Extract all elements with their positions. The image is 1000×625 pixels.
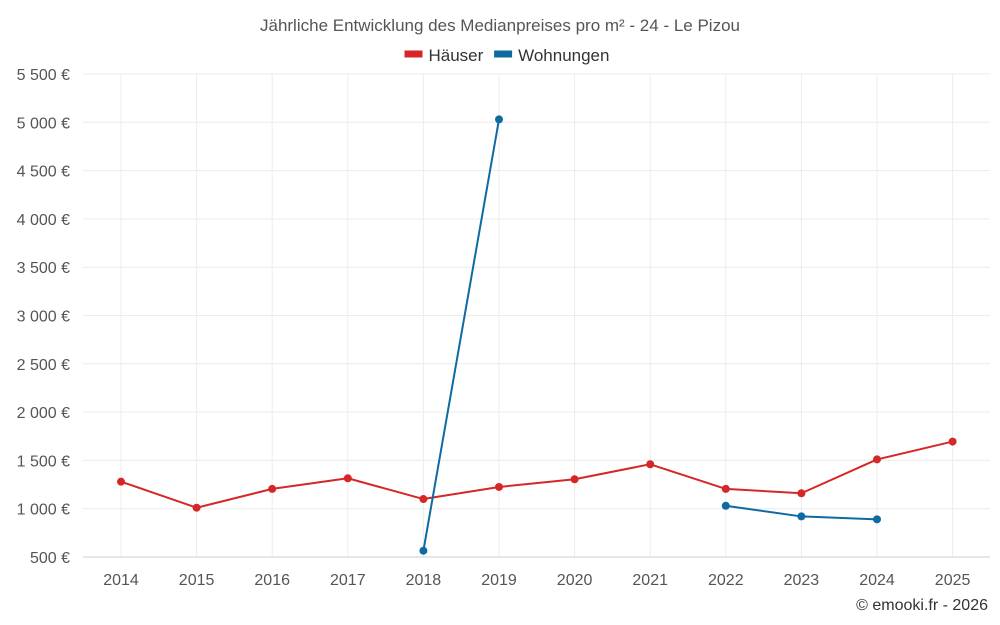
x-tick-label: 2024 bbox=[859, 572, 895, 589]
x-tick-label: 2023 bbox=[784, 572, 820, 589]
chart-title: Jährliche Entwicklung des Medianpreises … bbox=[260, 16, 740, 35]
x-tick-label: 2025 bbox=[935, 572, 971, 589]
y-tick-label: 3 500 € bbox=[17, 260, 70, 277]
y-tick-label: 1 500 € bbox=[17, 453, 70, 470]
y-tick-label: 3 000 € bbox=[17, 309, 70, 326]
series-wohnungen bbox=[419, 115, 881, 555]
x-tick-label: 2015 bbox=[179, 572, 215, 589]
data-point[interactable] bbox=[495, 115, 503, 124]
data-point[interactable] bbox=[797, 512, 806, 521]
data-point[interactable] bbox=[419, 495, 428, 504]
legend-swatch bbox=[404, 50, 423, 58]
y-tick-label: 2 500 € bbox=[17, 357, 70, 374]
grid bbox=[83, 73, 990, 558]
data-point[interactable] bbox=[192, 503, 201, 512]
legend-label: Wohnungen bbox=[518, 46, 609, 65]
y-axis: 500 € 1 000 € 1 500 € 2 000 € 2 500 € 3 000 €… bbox=[17, 67, 70, 567]
x-tick-label: 2021 bbox=[632, 572, 668, 589]
legend-item[interactable]: Wohnungen bbox=[494, 46, 609, 65]
legend-swatch bbox=[494, 50, 513, 58]
x-tick-label: 2019 bbox=[481, 572, 517, 589]
data-point[interactable] bbox=[117, 477, 125, 486]
data-point[interactable] bbox=[419, 546, 428, 555]
data-point[interactable] bbox=[948, 437, 957, 446]
x-tick-label: 2018 bbox=[406, 572, 442, 589]
series-layer bbox=[117, 115, 957, 555]
data-point[interactable] bbox=[646, 460, 655, 469]
x-tick-label: 2016 bbox=[254, 572, 290, 589]
data-point[interactable] bbox=[873, 515, 881, 524]
data-point[interactable] bbox=[268, 484, 277, 493]
series-haeuser bbox=[117, 437, 957, 512]
x-tick-label: 2022 bbox=[708, 572, 744, 589]
y-tick-label: 2 000 € bbox=[17, 405, 70, 422]
credit: © emooki.fr - 2026 bbox=[856, 597, 988, 614]
x-axis: 2014 2015 2016 2017 2018 2019 2020 2021 2022 2023… bbox=[83, 556, 990, 589]
data-point[interactable] bbox=[873, 455, 881, 464]
x-tick-label: 2020 bbox=[557, 572, 593, 589]
series-line bbox=[422, 119, 500, 551]
data-point[interactable] bbox=[570, 475, 579, 484]
data-point[interactable] bbox=[495, 482, 503, 491]
y-tick-label: 4 000 € bbox=[17, 212, 70, 229]
y-tick-label: 500 € bbox=[30, 550, 70, 567]
data-point[interactable] bbox=[343, 474, 352, 483]
data-point[interactable] bbox=[797, 489, 806, 498]
series-line bbox=[120, 440, 953, 509]
legend-label: Häuser bbox=[429, 46, 484, 65]
data-point[interactable] bbox=[721, 484, 730, 493]
y-tick-label: 4 500 € bbox=[17, 164, 70, 181]
data-point[interactable] bbox=[721, 501, 730, 510]
y-tick-label: 5 000 € bbox=[17, 115, 70, 132]
legend-item[interactable]: Häuser bbox=[404, 46, 484, 65]
legend: Häuser Wohnungen bbox=[404, 46, 609, 65]
y-tick-label: 1 000 € bbox=[17, 502, 70, 519]
y-tick-label: 5 500 € bbox=[17, 67, 70, 84]
x-tick-label: 2014 bbox=[103, 572, 139, 589]
x-tick-label: 2017 bbox=[330, 572, 366, 589]
